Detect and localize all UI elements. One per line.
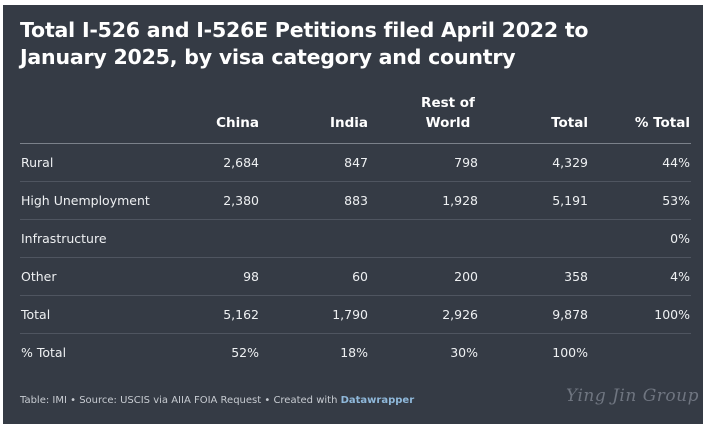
header-category: [20, 93, 188, 144]
cell-percent-total: 44%: [589, 143, 691, 182]
cell-percent-total: 53%: [589, 181, 691, 220]
cell-rest-of-world: [369, 219, 479, 258]
table-row: Other 98 60 200 358 4%: [20, 257, 691, 296]
table-row: High Unemployment 2,380 883 1,928 5,191 …: [20, 181, 691, 220]
table-row: Rural 2,684 847 798 4,329 44%: [20, 143, 691, 182]
cell-percent-total: [589, 334, 691, 372]
cell-percent-total: 100%: [589, 295, 691, 334]
cell-rest-of-world: 798: [369, 143, 479, 182]
cell-china: 98: [188, 257, 260, 296]
row-label: Total: [20, 295, 188, 334]
cell-india: [260, 219, 369, 258]
header-india: India: [260, 93, 369, 144]
cell-total: 358: [479, 257, 589, 296]
header-row: China India Rest of World Total % Total: [20, 93, 691, 144]
cell-india: 1,790: [260, 295, 369, 334]
cell-china: [188, 219, 260, 258]
cell-total: 5,191: [479, 181, 589, 220]
watermark: Ying Jin Group: [566, 386, 699, 406]
cell-total: [479, 219, 589, 258]
cell-india: 847: [260, 143, 369, 182]
cell-total: 100%: [552, 345, 588, 360]
datawrapper-link[interactable]: Datawrapper: [340, 395, 415, 406]
cell-india: 18%: [340, 345, 368, 360]
cell-percent-total: 4%: [589, 257, 691, 296]
cell-india: 60: [260, 257, 369, 296]
table-row: % Total 52% 18% 30% 100%: [20, 334, 691, 372]
data-table: China India Rest of World Total % Total …: [20, 93, 691, 371]
cell-percent-total: 0%: [589, 219, 691, 258]
row-label: Other: [20, 257, 188, 296]
row-label: % Total: [21, 345, 67, 360]
cell-total: 9,878: [479, 295, 589, 334]
cell-china: 5,162: [188, 295, 260, 334]
row-label: High Unemployment: [20, 181, 188, 220]
table-card: Total I-526 and I-526E Petitions filed A…: [3, 5, 703, 424]
cell-rest-of-world: 1,928: [369, 181, 479, 220]
cell-rest-of-world: 2,926: [369, 295, 479, 334]
row-label: Rural: [20, 143, 188, 182]
header-china: China: [188, 93, 260, 144]
cell-china: 52%: [231, 345, 259, 360]
table-row: Total 5,162 1,790 2,926 9,878 100%: [20, 295, 691, 334]
source-footer: Table: IMI • Source: USCIS via AIIA FOIA…: [20, 395, 414, 406]
chart-title: Total I-526 and I-526E Petitions filed A…: [20, 18, 589, 69]
header-percent-total: % Total: [589, 93, 691, 144]
header-rest-of-world: Rest of World: [369, 93, 479, 144]
cell-total: 4,329: [479, 143, 589, 182]
cell-india: 883: [260, 181, 369, 220]
cell-china: 2,380: [188, 181, 260, 220]
table-row: Infrastructure 0%: [20, 219, 691, 258]
header-total: Total: [479, 93, 589, 144]
cell-rest-of-world: 30%: [450, 345, 478, 360]
source-text: Table: IMI • Source: USCIS via AIIA FOIA…: [20, 395, 341, 406]
cell-rest-of-world: 200: [369, 257, 479, 296]
row-label: Infrastructure: [20, 219, 188, 258]
cell-china: 2,684: [188, 143, 260, 182]
